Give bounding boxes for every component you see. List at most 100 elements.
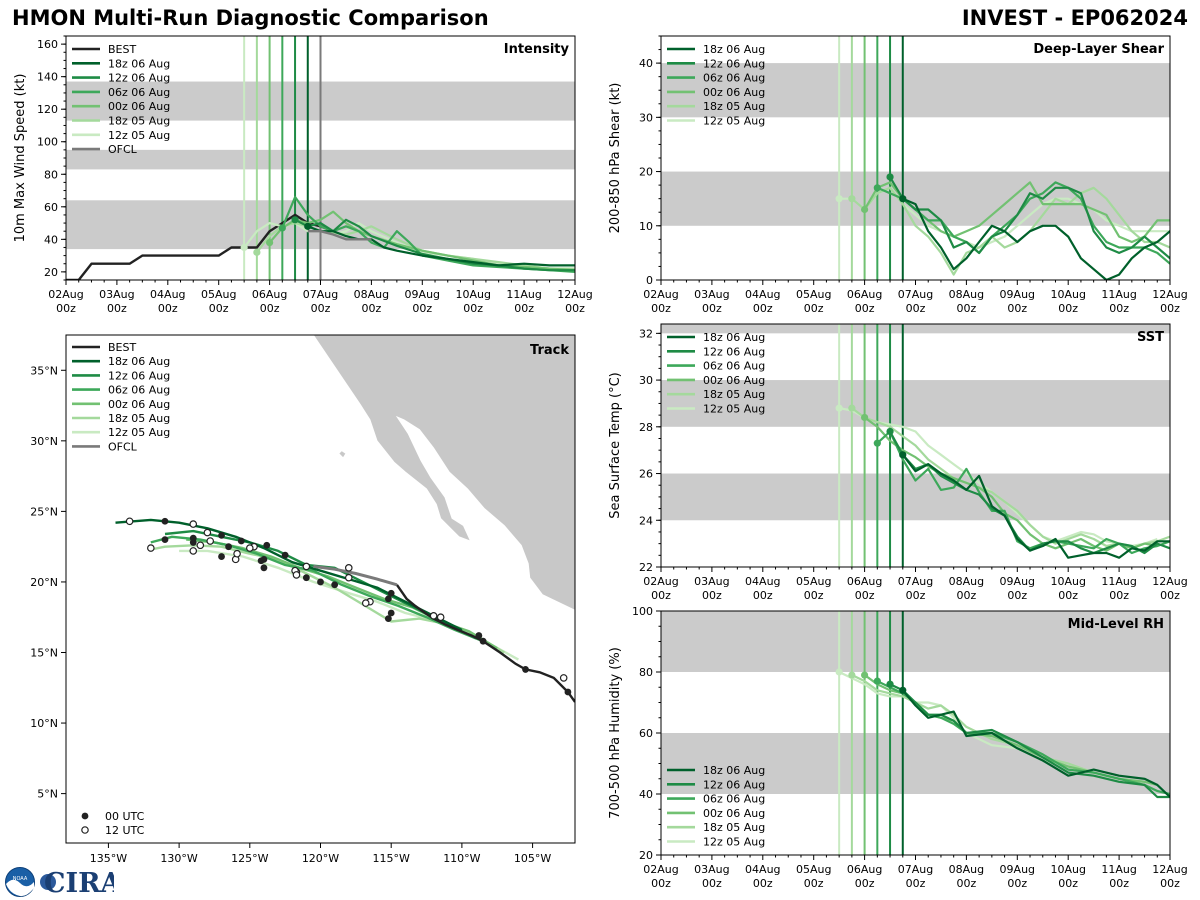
x-tick-label: 00z: [651, 302, 671, 315]
y-tick-label: 22: [639, 561, 653, 574]
y-tick-label: 32: [639, 327, 653, 340]
marker-12utc: [559, 674, 568, 682]
x-tick-label: 00z: [753, 302, 773, 315]
y-axis-label: 700-500 hPa Humidity (%): [608, 647, 623, 819]
y-tick-label: 30°N: [30, 435, 58, 448]
x-tick-label: 00z: [804, 877, 824, 890]
x-tick-label: 11Aug: [1101, 575, 1136, 588]
y-tick-label: 30: [639, 111, 653, 124]
x-tick-label: 00z: [260, 302, 280, 315]
marker-00utc: [302, 574, 310, 582]
legend-label: 00z 06 Aug: [108, 398, 170, 411]
x-tick-label: 10Aug: [455, 288, 490, 301]
svg-text:NOAA: NOAA: [13, 876, 28, 882]
x-tick-label: 00z: [1109, 877, 1129, 890]
x-tick-label: 130°W: [160, 852, 197, 865]
marker-00utc: [387, 609, 395, 617]
x-tick-label: 07Aug: [898, 575, 933, 588]
series-line-r12z06: [294, 218, 575, 272]
landmass-island: [338, 450, 347, 459]
x-tick-label: 12Aug: [1152, 288, 1187, 301]
series-start-point-r18z06: [304, 222, 312, 230]
series-line-OFCL: [307, 229, 372, 241]
x-tick-label: 00z: [906, 877, 926, 890]
y-tick-label: 100: [37, 136, 58, 149]
x-tick-label: 00z: [209, 302, 229, 315]
y-tick-label: 24: [639, 514, 653, 527]
x-tick-label: 00z: [1058, 877, 1078, 890]
threshold-band: [661, 733, 1170, 794]
y-tick-label: 60: [639, 727, 653, 740]
x-tick-label: 03Aug: [694, 288, 729, 301]
marker-12utc: [125, 517, 134, 526]
marker-12utc: [344, 573, 353, 582]
marker-12utc: [246, 544, 254, 552]
series-start-point-r00z06: [266, 238, 274, 247]
legend-label: 12z 06 Aug: [703, 57, 765, 70]
legend-label: 12z 06 Aug: [703, 778, 765, 791]
y-tick-label: 20: [639, 166, 653, 179]
series-start-point-r00z06: [861, 413, 869, 422]
legend-label: 18z 05 Aug: [703, 821, 765, 834]
x-tick-label: 09Aug: [405, 288, 440, 301]
y-tick-label: 20: [639, 849, 653, 862]
x-tick-label: 03Aug: [694, 575, 729, 588]
x-tick-label: 00z: [1160, 302, 1180, 315]
legend-label: 06z 06 Aug: [108, 384, 170, 397]
x-tick-label: 00z: [463, 302, 483, 315]
x-tick-label: 00z: [753, 589, 773, 602]
x-tick-label: 09Aug: [1000, 288, 1035, 301]
legend-label: BEST: [108, 341, 136, 354]
legend-label: 18z 06 Aug: [703, 331, 765, 344]
x-tick-label: 00z: [1058, 302, 1078, 315]
y-tick-label: 140: [37, 71, 58, 84]
legend-label: 00z 06 Aug: [703, 86, 765, 99]
x-tick-label: 00z: [702, 302, 722, 315]
series-line-r00z06: [863, 416, 1158, 552]
x-tick-label: 12Aug: [1152, 575, 1187, 588]
legend-label: 18z 06 Aug: [703, 43, 765, 56]
x-tick-label: 07Aug: [898, 863, 933, 876]
marker-12utc: [292, 571, 301, 579]
svg-text:CIRA: CIRA: [44, 868, 114, 898]
threshold-band: [661, 171, 1170, 226]
series-start-point-r12z06: [291, 216, 299, 224]
marker-00utc: [161, 517, 169, 525]
marker-00utc: [384, 595, 392, 603]
x-tick-label: 08Aug: [949, 863, 984, 876]
y-tick-label: 60: [44, 201, 58, 214]
x-tick-label: 04Aug: [745, 863, 780, 876]
series-start-point-r18z05: [848, 195, 856, 203]
marker-12utc: [361, 599, 370, 607]
panel-title: Intensity: [504, 42, 570, 57]
legend-label: 00z 06 Aug: [703, 807, 765, 820]
marker-00utc: [225, 543, 232, 551]
legend-label: 12z 06 Aug: [108, 72, 170, 85]
track-plot-area: [115, 335, 575, 703]
x-tick-label: 02Aug: [643, 863, 678, 876]
x-tick-label: 00z: [1160, 589, 1180, 602]
x-tick-label: 09Aug: [1000, 575, 1035, 588]
marker-00utc: [260, 564, 268, 572]
y-tick-label: 100: [632, 605, 653, 618]
forecast-track-r06z06: [150, 535, 484, 643]
legend-label: 12z 05 Aug: [703, 115, 765, 128]
marker-12utc: [233, 549, 241, 558]
sst-plot-area: [661, 324, 1170, 567]
x-tick-label: 09Aug: [1000, 863, 1035, 876]
rh-plot-area: [661, 611, 1170, 855]
x-tick-label: 10Aug: [1050, 863, 1085, 876]
marker-12utc: [206, 537, 215, 545]
marker-12utc: [147, 544, 155, 552]
series-start-point-r06z06: [873, 677, 881, 685]
panel-title: Track: [530, 343, 569, 358]
forecast-track-r18z05: [150, 544, 505, 654]
x-tick-label: 00z: [1007, 302, 1027, 315]
y-tick-label: 5°N: [37, 788, 58, 801]
x-tick-label: 00z: [107, 302, 127, 315]
x-tick-label: 00z: [753, 877, 773, 890]
series-start-point-r18z06: [899, 195, 907, 203]
series-start-point-r00z06: [861, 671, 869, 679]
legend-label: 18z 06 Aug: [108, 355, 170, 368]
marker-12utc: [203, 528, 212, 537]
